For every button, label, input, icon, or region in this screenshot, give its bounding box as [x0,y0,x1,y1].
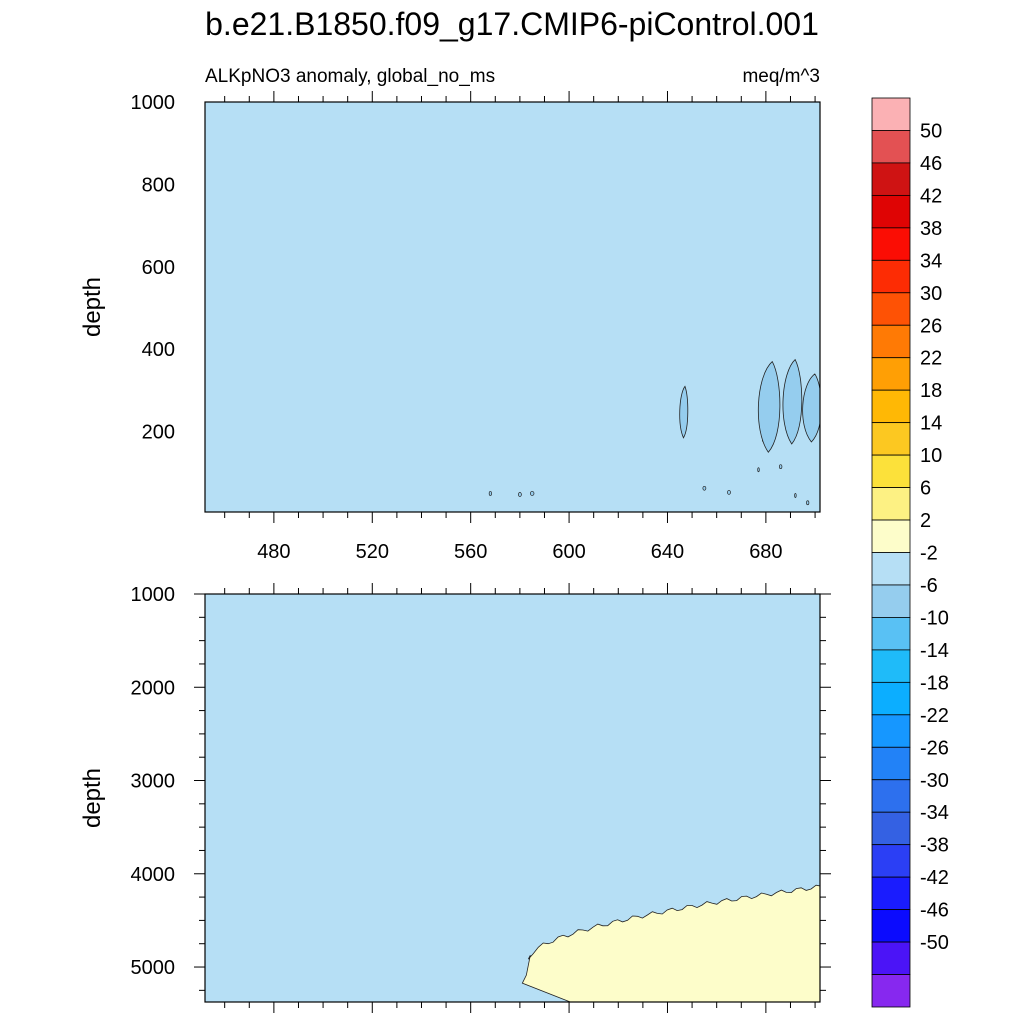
colorbar-box [871,649,911,683]
y-tick-label: 800 [142,174,175,196]
contour-background [205,102,820,512]
colorbar-box [871,130,911,164]
contour-streak-8 [794,493,797,498]
colorbar-label: 14 [920,413,942,435]
colorbar-label: 22 [920,348,942,370]
colorbar-box [871,552,911,586]
colorbar-label: -30 [920,770,949,792]
colorbar-label: -2 [920,543,938,565]
colorbar-label: -10 [920,607,949,629]
contour-streak-1 [518,492,522,497]
contour-streak-3 [702,485,707,491]
x-tick-label: 680 [749,541,782,563]
x-tick-label: 480 [257,541,290,563]
y-tick-label: 400 [142,339,175,361]
colorbar-box [871,584,911,618]
colorbar-box [871,162,911,196]
colorbar-label: 50 [920,120,942,142]
colorbar-label: -22 [920,705,949,727]
colorbar-box [871,194,911,229]
colorbar-label: 10 [920,445,942,467]
colorbar-box [871,389,911,424]
units-string: meq/m^3 [742,66,820,87]
y-axis-label: depth [79,277,106,337]
colorbar-label: 46 [920,153,942,175]
contour-streak-4 [727,490,731,495]
colorbar-box [871,422,911,456]
y-tick-label: 200 [142,422,175,444]
colorbar: 50 46 42 38 34 30 26 22 18 14 10 6 2 -2 -6 -10 -14 -18 -22… [871,97,949,1008]
y-tick-label: 1000 [131,584,176,606]
colorbar-box [871,357,911,391]
colorbar-label: 30 [920,283,942,305]
colorbar-box [871,909,911,943]
colorbar-box [871,876,911,911]
y-tick-label: 3000 [131,771,176,793]
colorbar-label: 18 [920,380,942,402]
colorbar-box [871,259,911,294]
colorbar-box [871,519,911,553]
colorbar-box [871,292,911,326]
colorbar-box [871,487,911,521]
colorbar-label: -6 [920,575,938,597]
contour-streak-7 [778,464,783,470]
colorbar-box [871,779,911,813]
x-tick-label: 560 [454,541,487,563]
figure-title: b.e21.B1850.f09_g17.CMIP6-piControl.001 [205,6,819,42]
y-tick-label: 2000 [131,677,176,699]
y-tick-label: 1000 [131,92,176,114]
colorbar-label: -50 [920,932,949,954]
y-tick-label: 5000 [131,957,176,979]
contour-regions [521,884,820,1002]
colorbar-box [871,746,911,781]
colorbar-label: 2 [920,510,931,532]
upper-panel: 480 520 560 600 640 680 200 400 600 800 1000 depth [79,91,821,563]
colorbar-label: 26 [920,315,942,337]
colorbar-box [871,811,911,846]
colorbar-label: -26 [920,737,949,759]
colorbar-label: 42 [920,185,942,207]
lower-panel: 1000 2000 3000 4000 5000 depth [79,583,831,1013]
colorbar-box [871,974,911,1008]
colorbar-box [871,844,911,878]
contour-region-3 [782,358,803,445]
colorbar-label: -34 [920,802,949,824]
colorbar-box [871,681,911,716]
colorbar-box [871,714,911,748]
contour-region-2 [757,360,781,453]
contour-streak-2 [530,491,535,496]
contour-region-1 [679,385,689,439]
x-tick-label: 600 [552,541,585,563]
x-tick-label: 520 [356,541,389,563]
contour-streak-0 [488,491,492,496]
colorbar-label: 6 [920,478,931,500]
colorbar-box [871,941,911,975]
contour-regions [488,358,820,506]
left-string: ALKpNO3 anomaly, global_no_ms [205,66,495,87]
y-tick-label: 4000 [131,864,176,886]
colorbar-label: -18 [920,672,949,694]
y-tick-label: 600 [142,257,175,279]
colorbar-label: -14 [920,640,949,662]
colorbar-box [871,324,911,359]
contour-streak-9 [806,500,810,506]
colorbar-label: 38 [920,218,942,240]
contour-streak-5 [757,467,760,473]
colorbar-box [871,227,911,261]
x-tick-label: 640 [651,541,684,563]
plot-frame [204,101,821,513]
colorbar-box [871,617,911,651]
colorbar-label: -38 [920,835,949,857]
y-axis-label: depth [79,768,106,828]
colorbar-label: 34 [920,250,942,272]
colorbar-label: -46 [920,900,949,922]
contour-region-0 [521,884,820,1002]
colorbar-box [871,97,911,131]
colorbar-label: -42 [920,867,949,889]
plot-frame [204,593,821,1003]
colorbar-box [871,454,911,488]
